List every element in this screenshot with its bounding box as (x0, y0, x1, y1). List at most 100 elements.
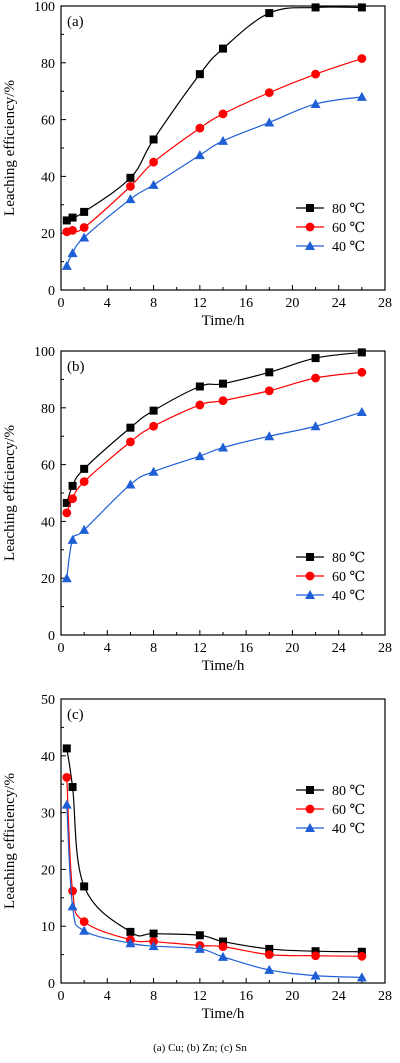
x-tick-label: 8 (150, 641, 157, 656)
chart-panel-1: 0 4 8 12 16 20 24 28 0 20 40 60 80 100 Time/h Leaching … (2, 0, 392, 329)
y-axis-title: Leaching efficiency/% (2, 425, 18, 561)
legend-label: 80 ℃ (332, 784, 365, 799)
y-tick-label: 80 (41, 57, 55, 72)
x-tick-label: 16 (239, 989, 253, 1004)
data-point (149, 157, 158, 167)
data-point (310, 98, 321, 108)
data-point (80, 464, 89, 473)
data-point (125, 938, 136, 948)
x-tick-label: 24 (332, 989, 346, 1004)
x-tick-label: 12 (193, 989, 207, 1004)
legend: 80 ℃ 60 ℃ 40 ℃ (296, 551, 365, 604)
data-point (126, 437, 135, 447)
series-line (66, 351, 362, 504)
data-point (62, 508, 72, 518)
data-point (357, 54, 367, 63)
data-point (80, 207, 89, 216)
data-point (264, 964, 275, 974)
y-tick-label: 60 (41, 459, 55, 474)
data-point (61, 260, 72, 270)
x-tick-label: 4 (104, 989, 111, 1004)
data-point (264, 386, 274, 396)
data-point (357, 3, 366, 12)
x-axis-title: Time/h (202, 1006, 245, 1022)
data-point (264, 88, 274, 98)
y-tick-label: 20 (41, 572, 55, 587)
y-tick-label: 20 (41, 863, 55, 878)
data-point (218, 942, 228, 952)
x-tick-label: 20 (285, 296, 299, 311)
legend-label: 80 ℃ (332, 202, 365, 217)
series-2 (62, 367, 367, 518)
data-point (219, 937, 227, 946)
x-tick-label: 4 (104, 296, 111, 311)
x-axis-title: Time/h (202, 313, 245, 329)
legend-marker (305, 804, 315, 814)
y-tick-label: 10 (41, 920, 55, 935)
data-point (357, 367, 367, 377)
data-point (68, 225, 77, 235)
data-point (79, 917, 89, 927)
series-3 (61, 91, 367, 270)
x-tick-label: 12 (193, 296, 207, 311)
legend-label: 40 ℃ (332, 589, 365, 604)
series-line (66, 6, 362, 221)
data-point (265, 9, 274, 18)
data-point (61, 573, 72, 583)
data-point (149, 421, 158, 431)
data-point (126, 173, 135, 182)
data-point (126, 927, 135, 936)
x-tick-label: 0 (58, 989, 65, 1004)
legend: 80 ℃ 60 ℃ 40 ℃ (296, 202, 365, 255)
y-tick-label: 40 (41, 515, 55, 530)
data-point (218, 442, 228, 452)
series-1 (62, 3, 366, 225)
data-point (194, 150, 205, 160)
x-tick-label: 24 (332, 641, 346, 656)
data-point (80, 882, 89, 891)
data-point (148, 179, 159, 189)
data-point (218, 951, 228, 961)
x-tick-label: 28 (378, 641, 392, 656)
data-point (148, 466, 159, 476)
x-tick-label: 20 (285, 989, 299, 1004)
data-point (62, 772, 72, 782)
series-1 (62, 744, 366, 956)
y-axis-title: Leaching efficiency/% (2, 773, 18, 909)
data-point (357, 951, 367, 961)
legend-marker (306, 204, 314, 212)
x-tick-label: 8 (150, 296, 157, 311)
data-point (148, 941, 159, 951)
data-point (195, 931, 204, 940)
data-point (68, 886, 77, 896)
data-point (264, 117, 275, 127)
data-point (149, 406, 158, 415)
data-point (67, 248, 78, 258)
x-tick-label: 0 (58, 641, 65, 656)
y-tick-label: 30 (41, 807, 55, 822)
data-point (195, 70, 204, 79)
data-point (310, 970, 321, 980)
x-tick-label: 8 (150, 989, 157, 1004)
series-line (66, 804, 362, 978)
data-point (311, 69, 320, 79)
figure-caption: (a) Cu; (b) Zn; (c) Sn (153, 1042, 247, 1054)
y-tick-label: 0 (48, 629, 55, 644)
legend-marker (306, 553, 314, 561)
data-point (357, 348, 366, 357)
series-line (66, 411, 363, 579)
legend-marker (305, 823, 315, 832)
series-3 (61, 407, 367, 583)
data-point (357, 947, 366, 956)
data-point (62, 498, 71, 507)
y-tick-label: 100 (34, 345, 55, 360)
data-point (126, 181, 135, 191)
y-tick-label: 80 (41, 402, 55, 417)
data-point (311, 354, 320, 363)
legend-label: 80 ℃ (332, 551, 365, 566)
y-tick-label: 60 (41, 114, 55, 129)
data-point (79, 232, 90, 242)
data-point (79, 223, 89, 232)
x-tick-label: 4 (104, 641, 111, 656)
data-point (218, 109, 228, 119)
